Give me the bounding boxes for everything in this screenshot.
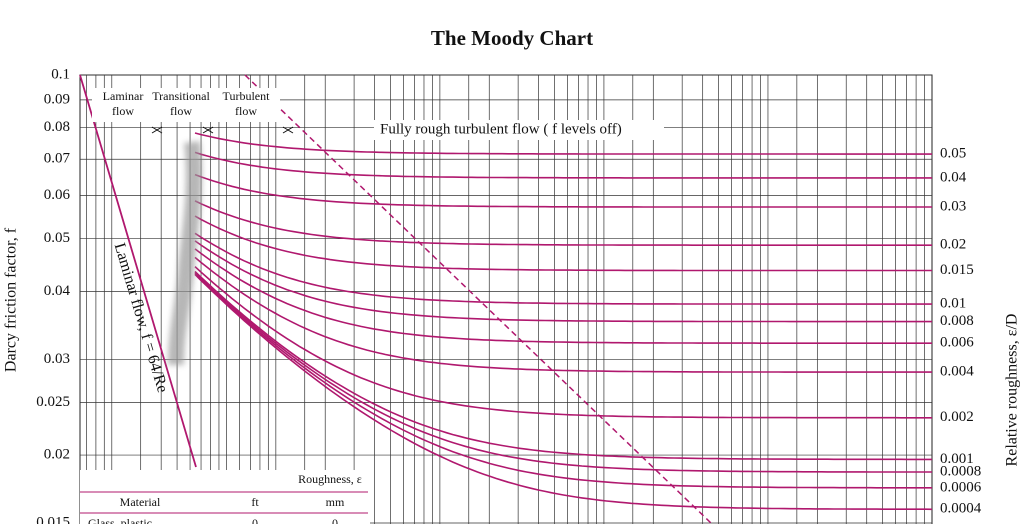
roughness-label: 0.004 — [940, 364, 974, 380]
friction-curve — [194, 256, 932, 373]
table-bg — [80, 470, 370, 524]
roughness-label: 0.0008 — [940, 463, 981, 479]
region-label: Transitional — [152, 89, 210, 103]
y-tick-label: 0.03 — [44, 351, 70, 367]
table-cell: 0 — [332, 516, 338, 524]
y-tick-label: 0.09 — [44, 91, 70, 107]
friction-curve — [194, 240, 932, 323]
roughness-label: 0.01 — [940, 296, 966, 312]
roughness-label: 0.015 — [940, 262, 974, 278]
roughness-label: 0.008 — [940, 313, 974, 329]
smudge — [168, 141, 202, 366]
friction-curve — [194, 200, 932, 246]
friction-curve — [194, 215, 932, 272]
region-bg — [92, 88, 280, 122]
rough-boundary — [244, 74, 713, 524]
friction-curve — [194, 271, 932, 473]
y-tick-label: 0.025 — [36, 394, 70, 410]
roughness-label: 0.006 — [940, 335, 974, 351]
roughness-label: 0.001 — [940, 451, 974, 467]
region-arrow — [282, 126, 294, 134]
roughness-label: 0.0004 — [940, 501, 982, 517]
friction-curve — [194, 151, 932, 179]
friction-curve — [194, 270, 932, 461]
table-header: mm — [326, 495, 345, 509]
friction-curve — [194, 248, 932, 344]
laminar-line — [79, 74, 197, 468]
legend-table: Roughness, ε Material ft mm Glass, plastic 0 0 — [80, 472, 368, 524]
y2-axis-label: Relative roughness, ε/D — [1004, 314, 1021, 467]
chart-title: The Moody Chart — [431, 26, 593, 50]
friction-curve — [194, 266, 932, 419]
region-arrow — [202, 126, 214, 134]
friction-curve — [194, 232, 932, 305]
region-label: flow — [235, 104, 257, 118]
roughness-label: 0.04 — [940, 169, 967, 185]
roughness-label: 0.02 — [940, 237, 966, 253]
y-axis-label: Darcy friction factor, f — [3, 227, 20, 372]
region-label: flow — [112, 104, 134, 118]
friction-curve — [194, 272, 932, 489]
y-tick-label: 0.1 — [51, 66, 70, 82]
friction-curve — [194, 173, 932, 208]
roughness-label: 0.0006 — [940, 479, 982, 495]
roughness-label: 0.002 — [940, 409, 974, 425]
friction-curve — [194, 273, 932, 511]
friction-curve — [194, 132, 932, 155]
table-cell: 0 — [252, 516, 258, 524]
y-tick-label: 0.08 — [44, 119, 70, 135]
rough-note: Fully rough turbulent flow ( f levels of… — [380, 121, 622, 137]
curves — [194, 132, 932, 511]
y-tick-label: 0.07 — [44, 151, 71, 167]
region-label: Laminar — [103, 89, 144, 103]
region-arrow — [151, 126, 163, 134]
roughness-label: 0.03 — [940, 198, 966, 214]
region-label: Turbulent — [223, 89, 271, 103]
y-tick-label: 0.06 — [44, 187, 71, 203]
table-header: Material — [120, 495, 161, 509]
y-tick-label: 0.05 — [44, 230, 70, 246]
roughness-label: 0.05 — [940, 145, 966, 161]
note-bg — [374, 120, 664, 140]
y-tick-label: 0.015 — [36, 514, 70, 524]
table-cell: Glass, plastic — [88, 516, 152, 524]
table-title: Roughness, ε — [298, 472, 362, 486]
y-tick-label: 0.02 — [44, 447, 70, 463]
y-tick-label: 0.04 — [44, 283, 71, 299]
table-header: ft — [251, 495, 259, 509]
region-label: flow — [170, 104, 192, 118]
